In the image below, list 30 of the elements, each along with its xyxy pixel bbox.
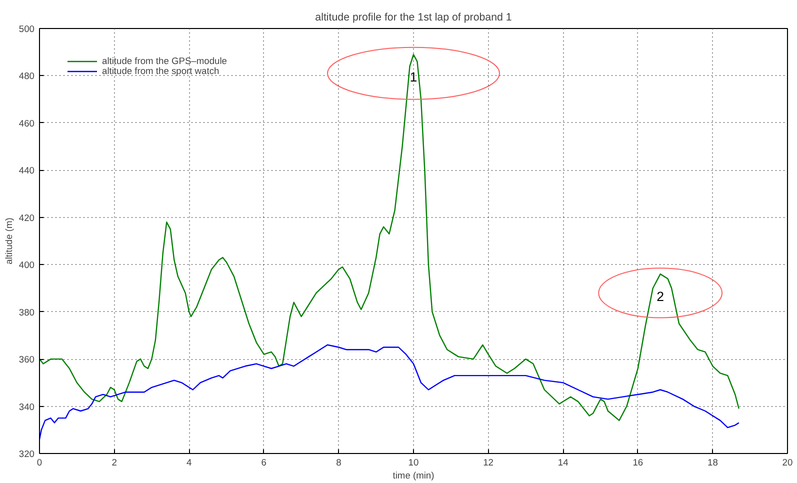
x-tick-label: 6 [261, 458, 267, 468]
x-axis-title: time (min) [392, 470, 434, 480]
line-series [40, 344, 740, 440]
y-tick-label: 480 [18, 71, 35, 82]
y-tick-label: 320 [18, 449, 35, 459]
y-tick-label: 400 [18, 260, 35, 270]
x-tick-label: 18 [708, 458, 718, 468]
x-tick-label: 16 [632, 458, 644, 468]
x-tick-label: 4 [186, 458, 192, 468]
line-series [40, 54, 740, 422]
y-tick-label: 440 [18, 166, 35, 176]
x-tick-label: 0 [36, 458, 42, 468]
chart-title: altitude profile for the 1st lap of proband 1 [315, 12, 512, 24]
x-tick-label: 12 [483, 458, 494, 468]
x-tick-label: 20 [782, 458, 793, 468]
y-tick-label: 340 [18, 402, 35, 412]
x-tick-label: 14 [558, 458, 568, 468]
y-tick-label: 460 [18, 118, 35, 128]
y-tick-label: 360 [18, 354, 35, 365]
y-axis-title: altitude (m) [4, 218, 14, 264]
x-tick-label: 2 [112, 458, 117, 468]
legend-label: altitude from the sport watch [102, 66, 220, 76]
x-tick-label: 10 [408, 458, 419, 468]
y-tick-label: 380 [18, 307, 35, 318]
y-tick-label: 420 [18, 212, 35, 223]
annotation: 2 [656, 289, 664, 304]
legend-label: altitude from the GPS–module [102, 56, 227, 66]
x-tick-label: 8 [336, 458, 342, 468]
y-tick-label: 500 [18, 24, 35, 34]
annotation: 1 [410, 69, 418, 84]
